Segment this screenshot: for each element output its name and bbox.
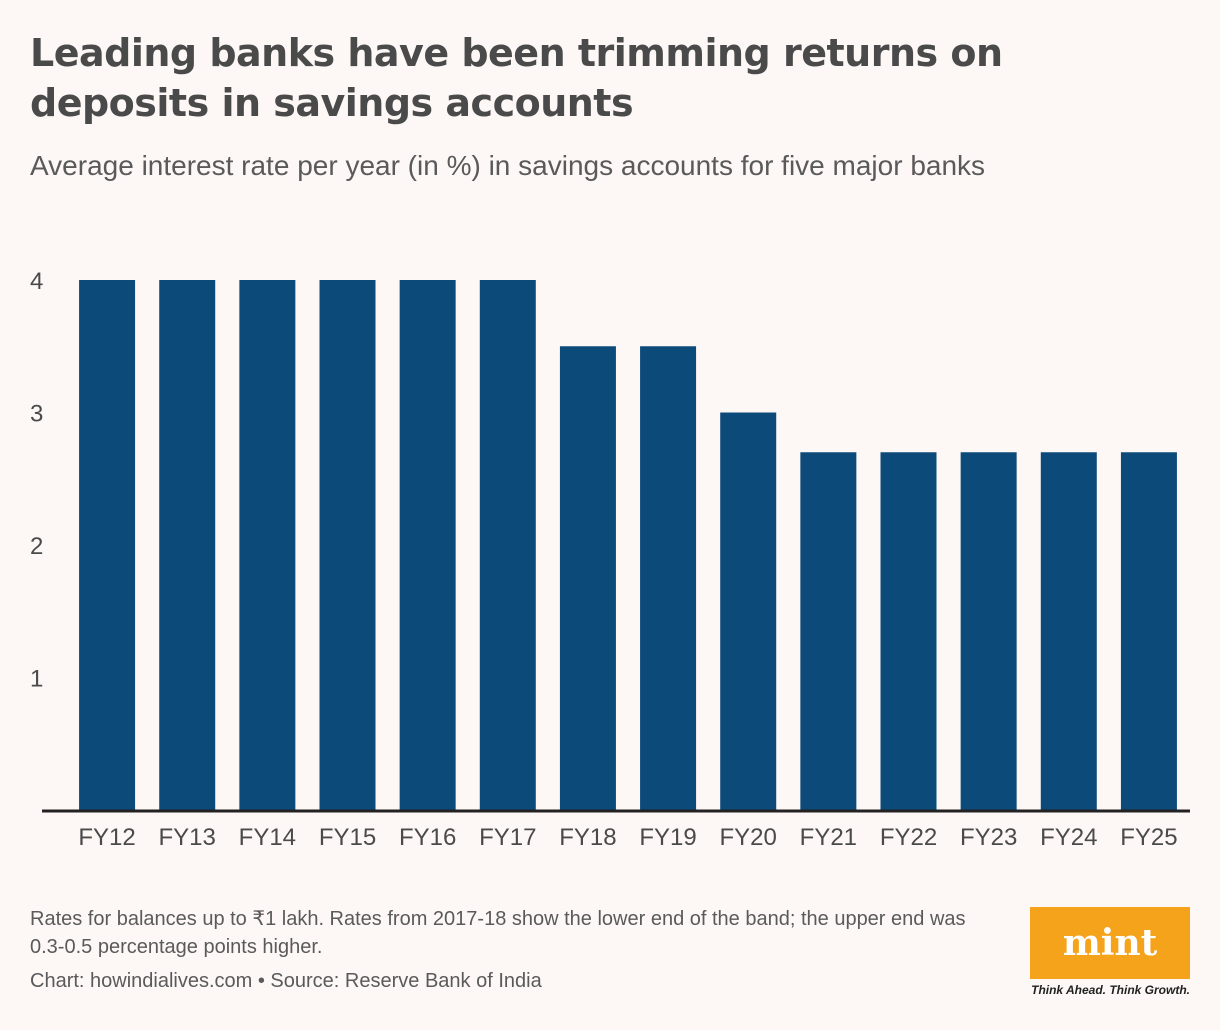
x-tick-label: FY16 [399,824,456,851]
bar [800,452,857,810]
source-credit: Chart: howindialives.com • Source: Reser… [30,970,542,992]
bar [479,280,536,810]
bar [79,280,136,810]
bar [1120,452,1177,810]
x-tick-label: FY24 [1040,824,1097,851]
bar [559,346,616,810]
chart-title: Leading banks have been trimming returns… [30,31,1003,125]
chart-subtitle: Average interest rate per year (in %) in… [30,150,986,181]
bar [319,280,376,810]
x-tick-label: FY20 [720,824,777,851]
bar [239,280,296,810]
x-tick-label: FY12 [78,824,135,851]
logo-text: mint [1062,922,1158,964]
mint-logo: mint [1030,907,1190,979]
y-tick-label: 4 [30,268,43,295]
bar [720,412,777,810]
logo-tagline: Think Ahead. Think Growth. [1031,983,1190,997]
x-tick-label: FY13 [159,824,216,851]
x-tick-label: FY25 [1120,824,1177,851]
y-tick-label: 3 [30,401,43,428]
x-tick-label: FY18 [559,824,616,851]
bar [399,280,456,810]
x-tick-label: FY15 [319,824,376,851]
bar-chart: 1 2 3 4 FY12 FY13 FY14 FY15 FY16 FY17 FY18 FY19 FY20… [30,268,1190,851]
footnote: Rates for balances up to ₹1 lakh. Rates … [30,908,966,958]
x-tick-label: FY17 [479,824,536,851]
x-tick-label: FY21 [800,824,857,851]
y-tick-label: 1 [30,666,43,693]
bar [960,452,1017,810]
x-tick-label: FY14 [239,824,296,851]
x-tick-label: FY22 [880,824,937,851]
bar [880,452,937,810]
bar [159,280,216,810]
y-tick-label: 2 [30,533,43,560]
x-tick-label: FY19 [639,824,696,851]
bar [640,346,697,810]
x-tick-label: FY23 [960,824,1017,851]
bar [1040,452,1097,810]
